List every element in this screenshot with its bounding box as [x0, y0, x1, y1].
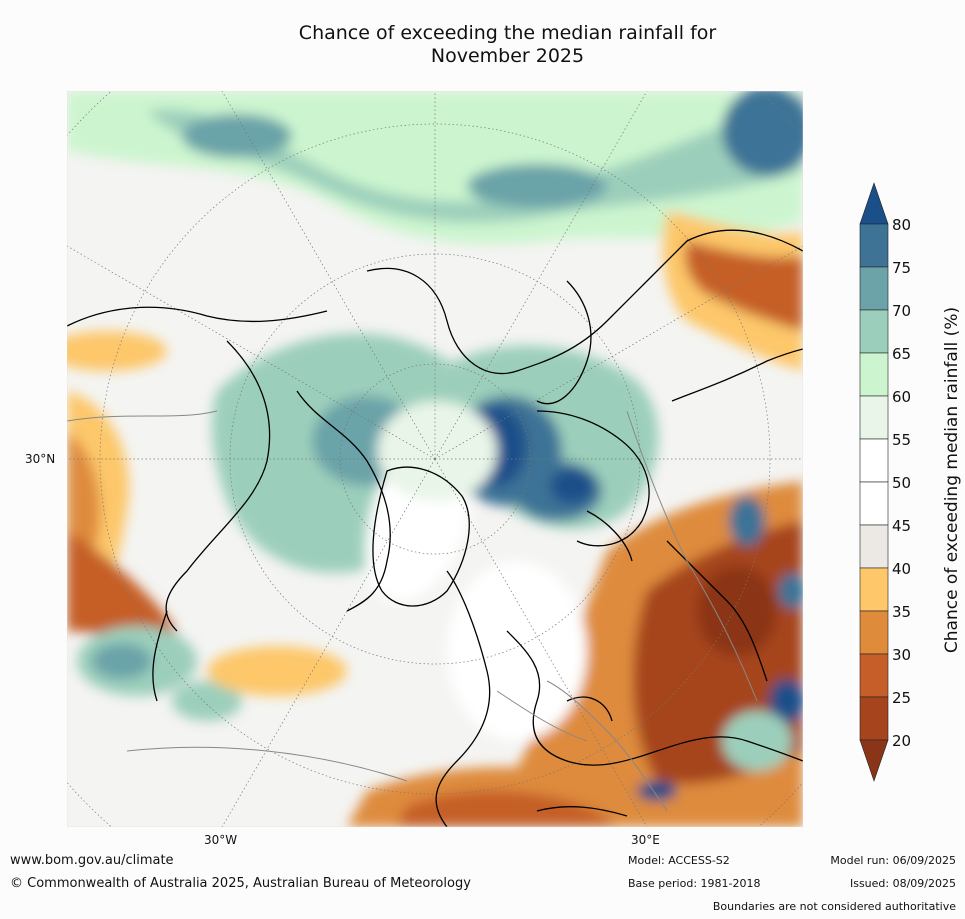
colorbar-segment	[859, 481, 889, 526]
dry-core-deep	[697, 566, 777, 656]
colorbar-segment	[859, 438, 889, 483]
colorbar-tick-label: 25	[892, 689, 911, 707]
footer-base-period: Base period: 1981-2018	[628, 877, 761, 890]
dry-spot-mid-left	[67, 331, 167, 371]
colorbar-segment	[859, 567, 889, 612]
arctic-ocean	[377, 401, 497, 501]
colorbar-segment	[859, 610, 889, 655]
colorbar: 80 75 70 65 60 55 50 45 40 35 30 25 20 Chance of exc…	[859, 182, 962, 782]
colorbar-tick-label: 30	[892, 646, 911, 664]
footer-url[interactable]: www.bom.gov.au/climate	[10, 853, 174, 868]
colorbar-tick-labels: 80 75 70 65 60 55 50 45 40 35 30 25 20	[892, 216, 911, 750]
colorbar-segment	[859, 696, 889, 741]
wet-spot-lower-left-2	[92, 643, 152, 679]
dry-region-southwest	[67, 531, 177, 640]
colorbar-segment	[859, 395, 889, 440]
colorbar-tick-label: 35	[892, 603, 911, 621]
colorbar-extend-top	[859, 182, 889, 225]
wet-spot-southeast-3	[769, 679, 803, 723]
wet-core-siberia-4	[550, 468, 594, 504]
colorbar-segment	[859, 352, 889, 397]
wet-spot-southeast-2	[778, 573, 803, 609]
footer-issued: Issued: 08/09/2025	[849, 877, 956, 890]
colorbar-tick-label: 50	[892, 474, 911, 492]
longitude-label-30e: 30°E	[631, 833, 660, 847]
country-borders	[67, 410, 758, 812]
wet-spot-top-center	[467, 164, 607, 208]
title-line-2: November 2025	[430, 45, 585, 67]
graticule	[67, 91, 803, 827]
latitude-label-30n: 30°N	[25, 452, 56, 466]
map-title: Chance of exceeding the median rainfall …	[0, 22, 965, 68]
colorbar-segment	[859, 309, 889, 354]
colorbar-extend-bottom	[859, 739, 889, 782]
dry-core-north-russia	[685, 241, 803, 331]
rainfall-probability-map	[67, 91, 803, 827]
dry-spot-lower-left	[207, 646, 347, 696]
colorbar-segment	[859, 223, 889, 268]
colorbar-label: Chance of exceeding median rainfall (%)	[942, 307, 962, 653]
wet-region-top-core	[147, 91, 803, 223]
wet-spot-southeast-4	[722, 711, 792, 771]
footer-model-run: Model run: 06/09/2025	[830, 854, 956, 867]
footer-disclaimer: Boundaries are not considered authoritat…	[712, 900, 956, 913]
colorbar-tick-label: 20	[892, 732, 911, 750]
colorbar-segment	[859, 524, 889, 569]
colorbar-tick-label: 80	[892, 216, 911, 234]
wet-spot-top-right	[722, 91, 803, 176]
wet-spot-lower-left-3	[172, 681, 242, 721]
colorbar-segment	[859, 266, 889, 311]
probability-fields	[67, 91, 803, 827]
wet-spot-top-left	[182, 114, 292, 158]
colorbar-tick-label: 70	[892, 302, 911, 320]
colorbar-segments	[859, 182, 889, 782]
colorbar-tick-label: 65	[892, 345, 911, 363]
colorbar-tick-label: 60	[892, 388, 911, 406]
europe-neutral	[447, 561, 587, 741]
dry-core-mediterranean	[397, 790, 617, 827]
wet-spot-southeast-5	[637, 781, 677, 801]
colorbar-tick-label: 40	[892, 560, 911, 578]
colorbar-segment	[859, 653, 889, 698]
footer-copyright: © Commonwealth of Australia 2025, Austra…	[10, 876, 471, 891]
longitude-label-30w: 30°W	[204, 833, 238, 847]
colorbar-tick-label: 55	[892, 431, 911, 449]
colorbar-tick-label: 45	[892, 517, 911, 535]
colorbar-tick-label: 75	[892, 259, 911, 277]
title-line-1: Chance of exceeding the median rainfall …	[298, 22, 717, 44]
coastlines	[67, 229, 803, 827]
wet-spot-southeast-1	[729, 496, 765, 546]
footer-model: Model: ACCESS-S2	[628, 854, 730, 867]
